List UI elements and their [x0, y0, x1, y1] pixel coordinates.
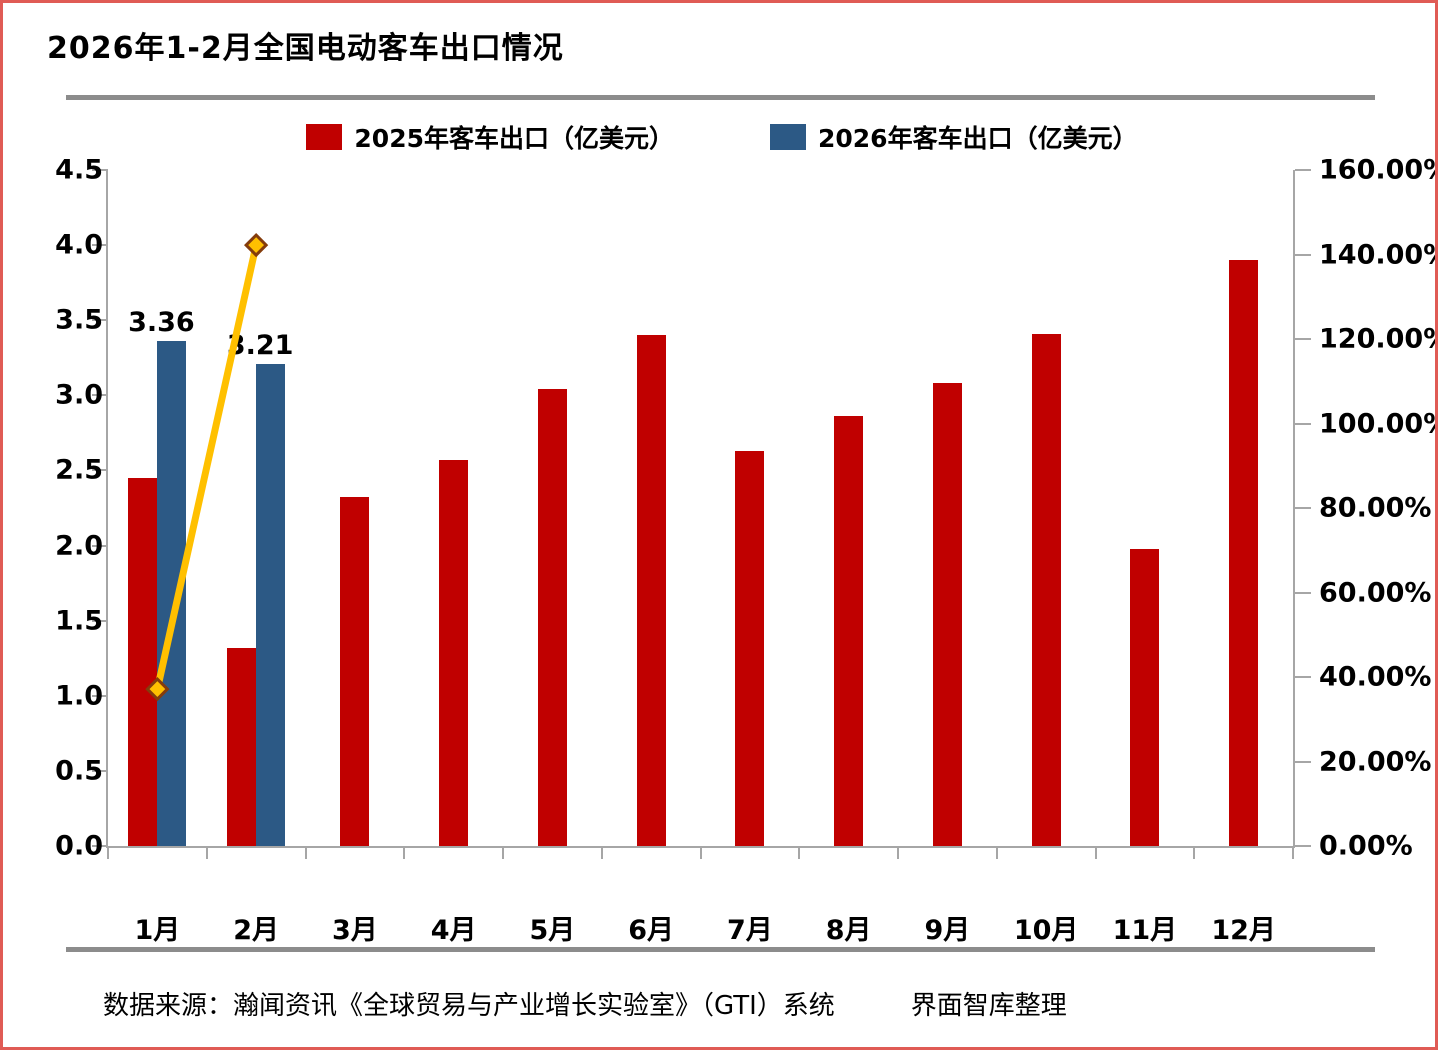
legend-swatch-2026 — [770, 124, 806, 150]
y-axis-right-tick-label: 0.00% — [1319, 830, 1413, 862]
y-axis-right-tick — [1295, 507, 1311, 509]
x-axis-tick — [600, 846, 603, 859]
attribution-text: 界面智库整理 — [910, 991, 1067, 1021]
x-axis-category-label: 11月 — [1112, 915, 1178, 946]
y-axis-right-tick — [1295, 338, 1311, 340]
bar-2025-9月 — [932, 383, 962, 846]
x-axis-tick — [403, 846, 406, 859]
bar-2025-3月 — [340, 497, 370, 846]
x-axis-tick — [502, 846, 504, 859]
bar-2026-2月 — [256, 363, 286, 846]
x-axis-category-label: 6月 — [628, 915, 675, 946]
bar-2025-1月 — [128, 477, 158, 846]
growth-line-layer — [145, 232, 269, 702]
y-axis-left-tick-label: 1.0 — [55, 680, 103, 712]
y-axis-right-tick — [1295, 169, 1311, 171]
y-axis-left-tick — [92, 469, 108, 472]
y-axis-left-line — [106, 170, 108, 846]
y-axis-left-tick-label: 0.0 — [55, 830, 103, 862]
x-axis-category-label: 10月 — [1013, 915, 1079, 946]
legend-label-2025: 2025年客车出口（亿美元） — [354, 124, 674, 153]
x-axis-tick — [699, 846, 702, 859]
source-row: 数据来源：瀚闻资讯《全球贸易与产业增长实验室》（GTI）系统 界面智库整理 — [3, 985, 1435, 1022]
y-axis-right-tick — [1295, 591, 1311, 594]
bar-2025-7月 — [735, 450, 765, 846]
bar-2026-data-label: 3.36 — [128, 307, 195, 339]
bar-2025-5月 — [537, 389, 567, 846]
bottom-separator — [66, 947, 1375, 952]
y-axis-right-tick-label: 140.00% — [1319, 239, 1438, 270]
x-axis-tick — [1094, 846, 1097, 859]
bar-2025-4月 — [439, 459, 469, 846]
x-axis-category-label: 2月 — [233, 915, 280, 946]
x-axis-category-label: 4月 — [430, 915, 477, 946]
chart-title: 2026年1-2月全国电动客车出口情况 — [47, 31, 564, 66]
y-axis-left-tick-label: 3.0 — [55, 379, 103, 411]
x-axis-tick — [1193, 846, 1196, 859]
y-axis-right-tick — [1295, 845, 1311, 847]
x-axis-category-label: 7月 — [726, 915, 773, 946]
legend-item-2026: 2026年客车出口（亿美元） — [770, 119, 1138, 155]
y-axis-right-tick-label: 20.00% — [1319, 746, 1432, 777]
y-axis-left-tick-label: 4.5 — [55, 154, 103, 186]
y-axis-left-tick — [92, 394, 108, 397]
bar-2026-1月 — [157, 341, 187, 846]
x-axis-tick — [107, 846, 109, 859]
legend: 2025年客车出口（亿美元） 2026年客车出口（亿美元） — [3, 119, 1435, 155]
legend-swatch-2025 — [306, 124, 343, 150]
y-axis-left-tick — [92, 694, 108, 697]
x-axis-tick — [798, 846, 801, 859]
y-axis-right-tick — [1295, 760, 1311, 763]
data-source-text: 数据来源：瀚闻资讯《全球贸易与产业增长实验室》（GTI）系统 — [103, 991, 835, 1021]
y-axis-left-tick — [92, 544, 108, 547]
x-axis-category-label: 9月 — [924, 915, 971, 946]
y-axis-right-line — [1293, 170, 1295, 846]
y-axis-right-tick-label: 160.00% — [1319, 154, 1438, 186]
bar-2026-data-label: 3.21 — [226, 329, 294, 361]
y-axis-left-tick — [92, 845, 108, 847]
bar-2025-6月 — [636, 335, 666, 846]
y-axis-right-tick — [1295, 676, 1311, 678]
y-axis-left-tick — [92, 769, 108, 772]
x-axis-tick — [205, 846, 208, 859]
x-axis-tick — [897, 846, 899, 859]
x-axis-tick — [304, 846, 307, 859]
x-axis-category-label: 3月 — [331, 915, 378, 946]
x-axis-tick — [995, 846, 998, 859]
legend-item-2025: 2025年客车出口（亿美元） — [306, 119, 674, 155]
y-axis-left-tick-label: 1.5 — [55, 605, 103, 637]
x-axis-category-label: 8月 — [825, 915, 872, 946]
x-axis-tick — [1292, 846, 1294, 859]
y-axis-left-tick-label: 2.5 — [55, 454, 103, 486]
y-axis-left-tick-label: 4.0 — [55, 229, 103, 261]
y-axis-right-tick-label: 80.00% — [1319, 492, 1432, 524]
y-axis-right-tick-label: 100.00% — [1319, 408, 1438, 439]
bar-2025-10月 — [1031, 333, 1061, 846]
y-axis-left-tick — [92, 319, 108, 322]
y-axis-right-tick-label: 120.00% — [1319, 323, 1438, 355]
bar-2025-8月 — [834, 416, 864, 846]
title-separator — [66, 95, 1375, 100]
y-axis-left-tick-label: 3.5 — [55, 304, 103, 336]
bar-2025-2月 — [227, 647, 257, 846]
y-axis-right-tick-label: 60.00% — [1319, 577, 1432, 608]
bar-2025-11月 — [1130, 548, 1160, 846]
y-axis-left-tick — [92, 169, 108, 171]
legend-label-2026: 2026年客车出口（亿美元） — [818, 124, 1138, 153]
x-axis-category-label: 12月 — [1211, 915, 1276, 946]
y-axis-right-tick — [1295, 422, 1311, 425]
x-axis-category-label: 1月 — [134, 915, 181, 946]
y-axis-left-tick-label: 2.0 — [55, 530, 103, 562]
bar-2025-12月 — [1229, 260, 1259, 846]
growth-line-marker — [244, 232, 269, 258]
y-axis-right-tick — [1295, 253, 1311, 256]
x-axis-category-label: 5月 — [529, 915, 576, 946]
y-axis-left-tick-label: 0.5 — [55, 755, 103, 787]
y-axis-left-tick — [92, 244, 108, 247]
y-axis-right-tick-label: 40.00% — [1319, 661, 1432, 693]
y-axis-left-tick — [92, 619, 108, 622]
